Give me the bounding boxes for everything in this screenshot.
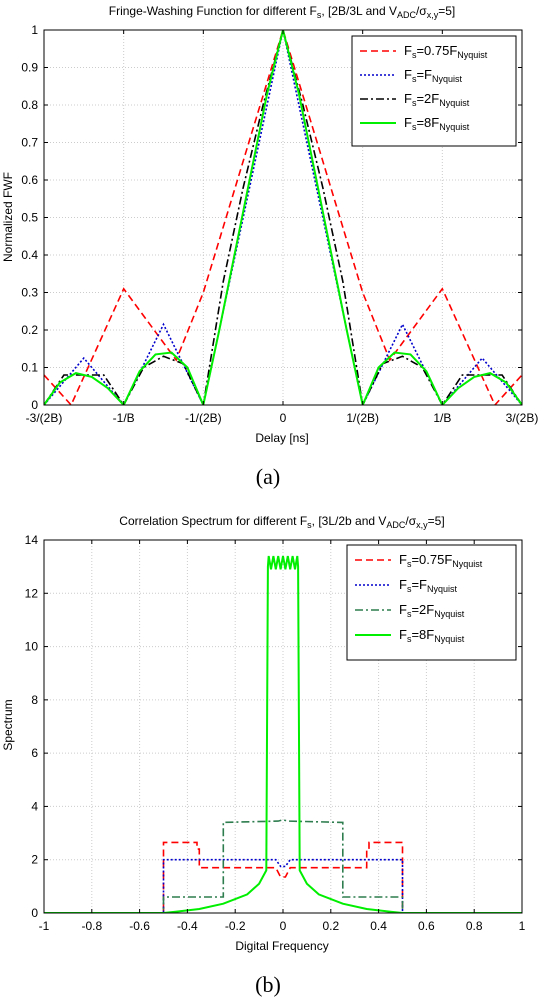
chart-b-ytick-label: 4 bbox=[31, 799, 38, 813]
chart-a-legend-label-2: Fs=FNyquist bbox=[404, 67, 463, 84]
chart-a: Fringe-Washing Function for different Fs… bbox=[1, 4, 538, 489]
chart-b-xtick-label: 0.8 bbox=[466, 919, 483, 933]
chart-b-title: Correlation Spectrum for different Fs, [… bbox=[119, 514, 444, 530]
chart-a-ytick-label: 0.6 bbox=[21, 173, 38, 187]
chart-a-xtick-label: -1/B bbox=[113, 411, 135, 425]
chart-a-plot-area: -3/(2B) -1/B -1/(2B) 0 1/(2B) 1/B 3/(2B) 0 0.1 0.… bbox=[21, 23, 538, 425]
chart-b-xtick-label: 0.6 bbox=[418, 919, 435, 933]
chart-a-legend-box bbox=[351, 35, 517, 147]
chart-a-ytick-label: 0.9 bbox=[21, 61, 38, 75]
chart-b-xtick-label: -0.2 bbox=[225, 919, 246, 933]
chart-a-caption: (a) bbox=[256, 464, 280, 489]
chart-b-xlabel: Digital Frequency bbox=[235, 939, 328, 953]
chart-b-xtick-label: -1 bbox=[39, 919, 50, 933]
chart-b-ytick-label: 14 bbox=[25, 533, 39, 547]
chart-a-xtick-label: 1/B bbox=[433, 411, 451, 425]
chart-a-ytick-label: 0.8 bbox=[21, 98, 38, 112]
chart-a-xtick-label: 0 bbox=[280, 411, 287, 425]
chart-b-xtick-label: -0.8 bbox=[81, 919, 102, 933]
chart-b-ylabel: Spectrum bbox=[1, 699, 15, 750]
chart-b: Correlation Spectrum for different Fs, [… bbox=[1, 514, 526, 997]
chart-a-legend: Fs=0.75FNyquist Fs=FNyquist Fs=2FNyquist Fs… bbox=[351, 35, 517, 147]
chart-a-ytick-label: 0 bbox=[31, 398, 38, 412]
chart-b-ytick-label: 8 bbox=[31, 693, 38, 707]
chart-b-plot-area: -1 -0.8 -0.6 -0.4 -0.2 0 0.2 0.4 0.6 0.8 102468101… bbox=[25, 533, 526, 933]
chart-a-xtick-label: -1/(2B) bbox=[185, 411, 222, 425]
chart-b-legend-box bbox=[346, 544, 517, 661]
chart-a-ytick-label: 0.2 bbox=[21, 323, 38, 337]
chart-b-xtick-label: 0.4 bbox=[370, 919, 387, 933]
chart-b-ytick-label: 0 bbox=[31, 906, 38, 920]
chart-b-series-line-1 bbox=[44, 841, 522, 913]
chart-b-ytick-label: 10 bbox=[25, 640, 39, 654]
chart-b-xtick-label: 0 bbox=[280, 919, 287, 933]
chart-a-ytick-label: 0.7 bbox=[21, 136, 38, 150]
chart-b-caption: (b) bbox=[255, 972, 281, 997]
chart-a-legend-label-3: Fs=2FNyquist bbox=[404, 91, 470, 108]
chart-b-series-line-2 bbox=[44, 858, 522, 913]
chart-a-ytick-label: 0.5 bbox=[21, 211, 38, 225]
chart-a-xtick-label: -3/(2B) bbox=[26, 411, 63, 425]
chart-a-xtick-label: 1/(2B) bbox=[346, 411, 379, 425]
chart-b-legend-label-3: Fs=2FNyquist bbox=[399, 602, 465, 619]
chart-a-ytick-label: 0.4 bbox=[21, 248, 38, 262]
chart-b-legend-label-2: Fs=FNyquist bbox=[399, 577, 458, 594]
chart-b-legend: Fs=0.75FNyquist Fs=FNyquist Fs=2FNyquist Fs… bbox=[346, 544, 517, 661]
chart-a-ytick-label: 0.3 bbox=[21, 286, 38, 300]
chart-b-xtick-label: 1 bbox=[519, 919, 526, 933]
chart-b-xtick-label: 0.2 bbox=[322, 919, 339, 933]
chart-b-ytick-label: 6 bbox=[31, 746, 38, 760]
chart-b-ytick-label: 2 bbox=[31, 853, 38, 867]
chart-a-title: Fringe-Washing Function for different Fs… bbox=[109, 4, 456, 20]
chart-a-ytick-label: 0.1 bbox=[21, 361, 38, 375]
chart-a-legend-label-4: Fs=8FNyquist bbox=[404, 115, 470, 132]
chart-a-ytick-label: 1 bbox=[31, 23, 38, 37]
chart-b-ytick-label: 12 bbox=[25, 586, 39, 600]
chart-b-series-line-4 bbox=[44, 555, 522, 913]
chart-a-ylabel: Normalized FWF bbox=[1, 172, 15, 262]
chart-a-xtick-label: 3/(2B) bbox=[506, 411, 539, 425]
chart-b-legend-label-4: Fs=8FNyquist bbox=[399, 627, 465, 644]
chart-b-legend-label-1: Fs=0.75FNyquist bbox=[399, 552, 483, 569]
chart-a-xlabel: Delay [ns] bbox=[255, 431, 308, 445]
chart-a-legend-label-1: Fs=0.75FNyquist bbox=[404, 43, 488, 60]
chart-b-xtick-label: -0.4 bbox=[177, 919, 198, 933]
chart-b-series-line-3 bbox=[44, 818, 522, 913]
chart-b-xtick-label: -0.6 bbox=[129, 919, 150, 933]
